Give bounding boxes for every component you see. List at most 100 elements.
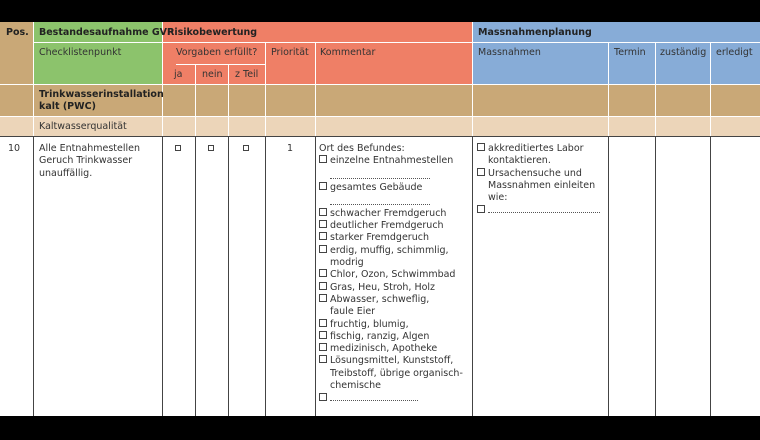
option-text: deutlicher Fremdgeruch [330, 220, 444, 232]
option-text: Chlor, Ozon, Schwimmbad [330, 269, 456, 281]
header-pos: Pos. [6, 27, 29, 38]
checkbox[interactable] [319, 155, 327, 164]
checkbox[interactable] [477, 167, 485, 176]
measure-option: akkreditiertes Labor kontaktieren. [477, 143, 605, 168]
row-priority: 1 [287, 143, 294, 154]
measure-text: akkreditiertes Labor kontaktieren. [488, 143, 584, 167]
col-line [655, 137, 656, 416]
comment-option: fischig, ranzig, Algen [319, 330, 469, 343]
col-line [195, 137, 196, 416]
comment-option: starker Fremdgeruch [319, 232, 469, 244]
data-row [0, 136, 760, 416]
comment-intro: Ort des Befundes: [319, 143, 405, 154]
checkbox[interactable] [319, 220, 327, 229]
option-text: schwacher Fremdgeruch [330, 207, 447, 219]
option-text: einzelne Entnahmestellen [330, 155, 454, 167]
checkbox[interactable] [319, 393, 327, 402]
section-row [0, 84, 760, 116]
subsection-title: Kaltwasserqualität [39, 121, 127, 132]
checkbox[interactable] [243, 145, 249, 151]
checkbox[interactable] [175, 145, 181, 151]
col-line [655, 84, 656, 136]
option-text: Gras, Heu, Stroh, Holz [330, 281, 436, 293]
option-text: Lösungsmittel, Kunststoff, Treibstoff, ü… [330, 355, 463, 392]
col-line [33, 84, 34, 136]
checkbox[interactable] [319, 232, 327, 241]
col-line [265, 137, 266, 416]
col-line [710, 137, 711, 416]
option-text: fruchtig, blumig, [330, 318, 409, 330]
comment-option [319, 392, 469, 405]
col-line [472, 22, 473, 136]
subsection-row [0, 116, 760, 136]
col-line [228, 84, 229, 136]
col-line [228, 137, 229, 416]
checkbox[interactable] [319, 330, 327, 339]
comment-option: Lösungsmittel, Kunststoff, Treibstoff, ü… [319, 355, 476, 392]
comment-option: Abwasser, schweflig, faule Eier [319, 293, 448, 319]
col-line [315, 137, 316, 416]
checkbox[interactable] [319, 207, 327, 216]
checkbox[interactable] [319, 244, 327, 253]
checkbox[interactable] [208, 145, 214, 151]
measure-option [477, 204, 605, 217]
col-line [315, 84, 316, 136]
comment-option: schwacher Fremdgeruch [319, 207, 469, 220]
column-header: erledigt [716, 47, 753, 58]
group1-bg [33, 22, 162, 84]
col-line [33, 137, 34, 416]
checkbox[interactable] [319, 269, 327, 278]
column-header: z Teil [235, 69, 259, 80]
col-line [265, 84, 266, 136]
measure-text: Ursachensuche und Massnahmen einleiten w… [488, 167, 596, 204]
checkbox[interactable] [477, 205, 485, 214]
col-line [608, 84, 609, 136]
checkbox[interactable] [319, 343, 327, 352]
header-group: Bestandesaufnahme GVP [39, 27, 174, 38]
group2-bg [162, 22, 472, 84]
blank-line [330, 392, 418, 402]
col-line [472, 84, 473, 136]
comment-option: erdig, muffig, schimmlig, modrig [319, 244, 470, 270]
column-header: ja [174, 69, 183, 80]
column-header: Vorgaben erfüllt? [176, 47, 258, 58]
blank-line [488, 204, 600, 214]
option-text: erdig, muffig, schimmlig, modrig [330, 244, 449, 269]
checkbox[interactable] [319, 281, 327, 290]
col-line [195, 84, 196, 136]
comment-option: Gras, Heu, Stroh, Holz [319, 281, 469, 294]
row-pos: 10 [8, 143, 21, 154]
comment-option: gesamtes Gebäude [319, 181, 469, 194]
col-line [33, 22, 34, 136]
column-header: Termin [614, 47, 646, 58]
option-text: starker Fremdgeruch [330, 232, 429, 244]
checkbox[interactable] [319, 318, 327, 327]
header-rule [176, 64, 265, 65]
measure-option: Ursachensuche und Massnahmen einleiten w… [477, 167, 605, 205]
column-header: Checklistenpunkt [39, 47, 122, 58]
column-header: Massnahmen [478, 47, 541, 58]
column-header: nein [202, 69, 223, 80]
column-header: zuständig [660, 47, 707, 58]
header-group: Risikobewertung [167, 27, 258, 38]
checkbox[interactable] [319, 293, 327, 302]
comment-option: deutlicher Fremdgeruch [319, 220, 469, 232]
comment-cell: Ort des Befundes: einzelne Entnahmestell… [319, 143, 469, 406]
col-line [472, 137, 473, 416]
option-text: fischig, ranzig, Algen [330, 330, 430, 342]
blank-line [330, 168, 430, 179]
header-rule [33, 42, 760, 43]
col-line [162, 84, 163, 136]
checkbox[interactable] [319, 355, 327, 364]
option-text: medizinisch, Apotheke [330, 343, 438, 355]
row-checkpoint: Alle Entnahmestellen Geruch Trinkwasser … [39, 143, 141, 179]
comment-option: einzelne Entnahmestellen [319, 155, 469, 167]
pos-header-bg [0, 22, 33, 84]
comment-option: medizinisch, Apotheke [319, 343, 469, 355]
checkbox[interactable] [319, 181, 327, 190]
checkbox[interactable] [477, 143, 485, 151]
comment-option: Chlor, Ozon, Schwimmbad [319, 269, 469, 281]
col-line [162, 137, 163, 416]
